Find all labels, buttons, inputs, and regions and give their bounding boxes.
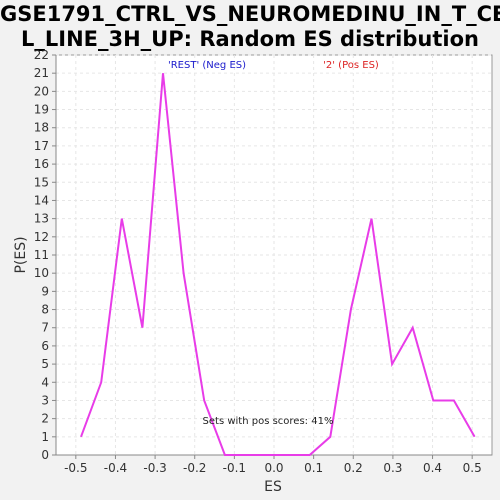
y-tick-label: 4 [41, 375, 49, 389]
series-line [80, 73, 476, 456]
x-tick-label: 0.2 [344, 461, 363, 475]
y-tick-label: 6 [41, 339, 49, 353]
x-tick-label: -0.4 [104, 461, 127, 475]
y-tick-label: 2 [41, 412, 49, 426]
y-tick-label: 21 [34, 66, 49, 80]
pos-es-label: '2' (Pos ES) [323, 60, 379, 71]
y-tick-label: 22 [34, 48, 49, 62]
x-tick-label: 0.1 [304, 461, 323, 475]
plot-area: 012345678910111213141516171819202122-0.5… [34, 48, 493, 475]
x-axis-label: ES [264, 479, 282, 495]
x-tick-label: 0.5 [463, 461, 482, 475]
y-tick-label: 20 [34, 84, 49, 98]
pos-scores-note: Sets with pos scores: 41% [203, 416, 334, 427]
x-tick-label: -0.2 [183, 461, 206, 475]
x-tick-label: 0.4 [423, 461, 442, 475]
y-tick-label: 16 [34, 157, 49, 171]
chart-title-line-1: GSE1791_CTRL_VS_NEUROMEDINU_IN_T_CEL [0, 2, 500, 26]
y-tick-label: 19 [34, 103, 49, 117]
y-tick-label: 7 [41, 321, 49, 335]
y-tick-label: 17 [34, 139, 49, 153]
y-tick-label: 3 [41, 393, 49, 407]
x-tick-label: -0.1 [223, 461, 246, 475]
y-tick-label: 9 [41, 284, 49, 298]
y-tick-label: 18 [34, 121, 49, 135]
chart-title-line-2: L_LINE_3H_UP: Random ES distribution [21, 27, 479, 51]
y-tick-label: 12 [34, 230, 49, 244]
x-tick-label: 0.3 [383, 461, 402, 475]
y-tick-label: 15 [34, 175, 49, 189]
neg-es-label: 'REST' (Neg ES) [168, 60, 246, 71]
chart-title: GSE1791_CTRL_VS_NEUROMEDINU_IN_T_CEL L_L… [0, 2, 500, 52]
x-tick-label: 0.0 [264, 461, 283, 475]
y-tick-label: 5 [41, 357, 49, 371]
y-axis-label: P(ES) [13, 236, 29, 273]
y-tick-label: 1 [41, 430, 49, 444]
x-tick-label: -0.5 [64, 461, 87, 475]
x-tick-label: -0.3 [143, 461, 166, 475]
y-tick-label: 14 [34, 193, 49, 207]
y-tick-label: 10 [34, 266, 49, 280]
y-tick-label: 13 [34, 212, 49, 226]
y-tick-label: 11 [34, 248, 49, 262]
y-tick-label: 0 [41, 448, 49, 462]
y-tick-label: 8 [41, 303, 49, 317]
